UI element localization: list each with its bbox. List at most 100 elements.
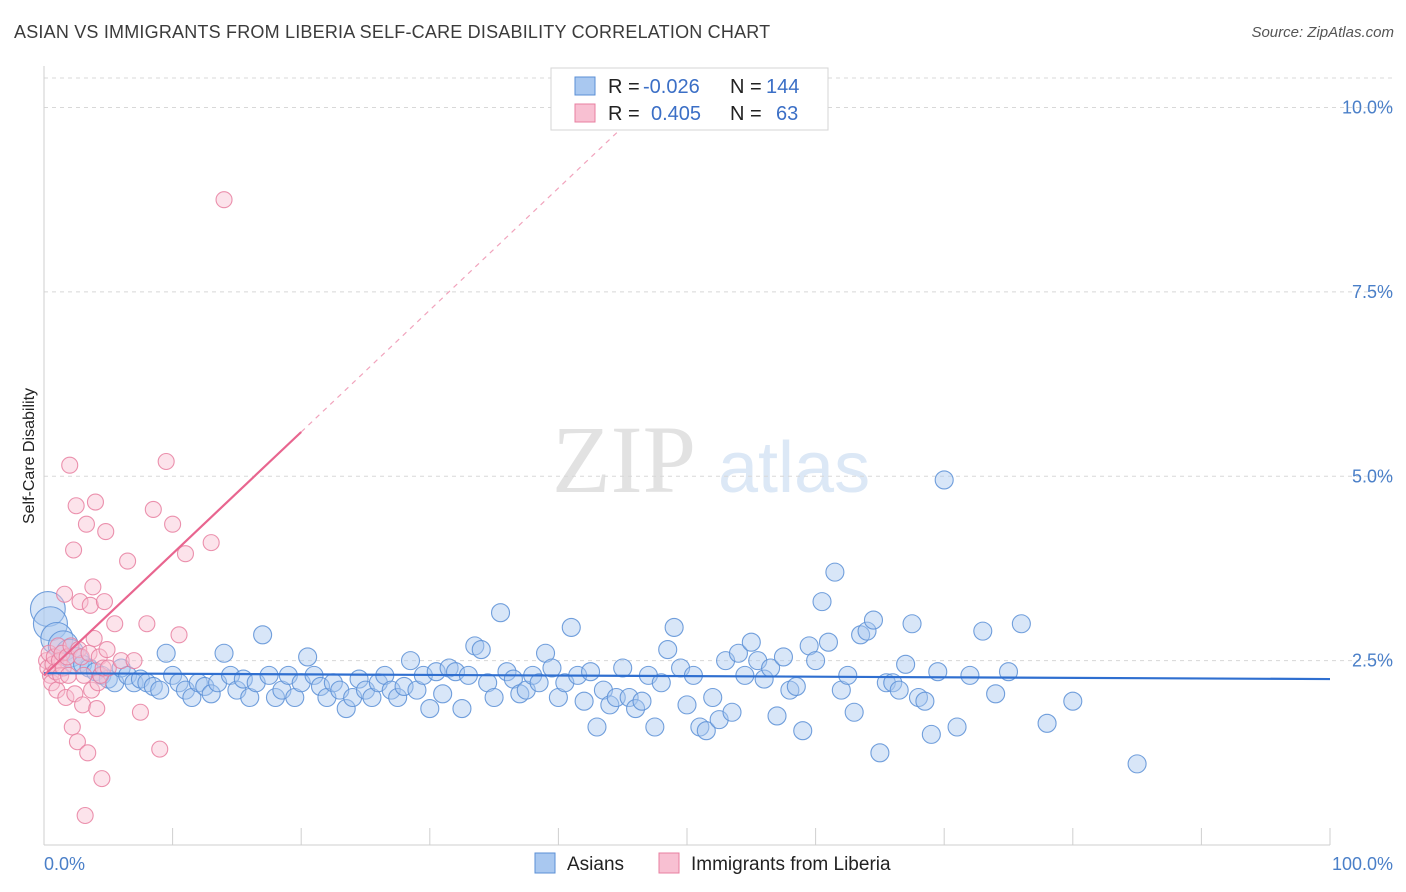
liberia-point-53 xyxy=(131,703,149,721)
asian-point-68 xyxy=(471,640,491,660)
asian-point-103 xyxy=(696,721,716,741)
asian-point-141 xyxy=(947,717,967,737)
asian-point-86 xyxy=(587,717,607,737)
asian-point-85 xyxy=(580,662,601,682)
legend-n-label-1: N = xyxy=(730,76,762,98)
asian-point-97 xyxy=(658,640,678,660)
asian-point-115 xyxy=(773,647,794,667)
liberia-point-54 xyxy=(138,615,156,633)
watermark-atlas: atlas xyxy=(718,428,870,508)
asian-point-63 xyxy=(439,658,459,678)
asian-point-77 xyxy=(529,673,549,693)
liberia-point-57 xyxy=(157,452,175,471)
liberia-point-49 xyxy=(106,615,124,633)
legend-r-label-2: R = xyxy=(608,103,640,125)
asian-point-126 xyxy=(844,702,864,722)
liberia-point-30 xyxy=(76,806,94,825)
asian-point-123 xyxy=(825,562,845,582)
asian-point-133 xyxy=(889,680,909,700)
liberia-point-28 xyxy=(74,696,92,714)
x-axis-max-label: 100.0% xyxy=(1332,854,1393,874)
asian-point-136 xyxy=(908,687,929,708)
liberia-point-56 xyxy=(151,740,169,758)
asian-point-84 xyxy=(574,691,594,711)
asian-point-67 xyxy=(465,636,485,656)
asian-point-36 xyxy=(265,687,286,708)
y-tick-label-7.5: 7.5% xyxy=(1352,282,1393,302)
liberia-point-59 xyxy=(170,626,188,644)
bottom-legend-swatch-liberia xyxy=(658,852,680,874)
asian-point-70 xyxy=(484,687,504,708)
asian-point-71 xyxy=(490,603,511,623)
asian-point-110 xyxy=(741,632,761,652)
liberia-point-51 xyxy=(119,552,137,570)
asian-point-146 xyxy=(1011,614,1031,634)
asian-point-129 xyxy=(863,610,884,630)
asian-point-54 xyxy=(381,680,401,700)
asian-point-65 xyxy=(452,699,472,719)
chart-title: ASIAN VS IMMIGRANTS FROM LIBERIA SELF-CA… xyxy=(14,22,771,42)
asian-point-121 xyxy=(812,592,832,612)
y-tick-label-10: 10.0% xyxy=(1342,98,1393,118)
liberia-point-61 xyxy=(202,534,220,552)
asian-point-128 xyxy=(857,621,877,641)
asian-point-127 xyxy=(851,625,871,645)
liberia-point-17 xyxy=(59,666,77,684)
liberia-point-50 xyxy=(112,652,130,670)
bottom-legend-swatch-asians xyxy=(534,852,556,874)
asian-point-13 xyxy=(118,665,138,685)
liberia-point-39 xyxy=(88,700,106,718)
asian-point-149 xyxy=(1127,754,1147,774)
asian-point-138 xyxy=(921,724,941,744)
correlation-legend: R = -0.026 N = 144 R = 0.405 N = 63 xyxy=(550,67,829,131)
liberia-point-21 xyxy=(65,541,83,559)
asian-point-91 xyxy=(619,687,639,708)
asian-point-118 xyxy=(793,721,813,741)
asian-point-57 xyxy=(400,651,421,671)
liberia-trend-line xyxy=(43,431,302,677)
asian-point-26 xyxy=(201,684,221,704)
liberia-point-38 xyxy=(86,493,104,511)
y-axis-title: Self-Care Disability xyxy=(21,388,38,524)
asian-point-47 xyxy=(336,699,356,719)
asian-point-56 xyxy=(394,676,414,696)
asian-point-60 xyxy=(420,699,440,719)
asian-point-64 xyxy=(445,662,466,682)
asian-point-112 xyxy=(754,669,774,689)
liberia-point-37 xyxy=(85,629,103,648)
asian-point-0 xyxy=(29,591,66,627)
legend-swatch-liberia xyxy=(574,103,596,123)
asian-point-100 xyxy=(677,695,697,715)
asian-point-142 xyxy=(960,665,980,685)
liberia-points xyxy=(38,191,233,825)
asian-point-62 xyxy=(433,684,453,704)
asian-point-104 xyxy=(703,687,723,708)
liberia-point-14 xyxy=(56,585,74,603)
asian-point-102 xyxy=(690,717,710,737)
liberia-point-24 xyxy=(68,733,86,751)
trend-lines xyxy=(43,114,1331,681)
legend-swatch-asians xyxy=(574,76,596,96)
asian-point-74 xyxy=(510,684,530,704)
legend-n-label-2: N = xyxy=(730,103,762,125)
asian-point-120 xyxy=(806,651,826,671)
asian-point-96 xyxy=(651,673,671,693)
liberia-point-20 xyxy=(63,718,81,736)
liberia-point-45 xyxy=(95,593,113,611)
liberia-point-55 xyxy=(144,500,162,518)
asian-point-41 xyxy=(298,647,318,667)
liberia-point-15 xyxy=(57,688,75,707)
asian-point-135 xyxy=(902,614,922,634)
liberia-point-44 xyxy=(94,659,112,677)
asian-point-137 xyxy=(915,691,935,711)
liberia-point-29 xyxy=(75,666,93,684)
liberia-point-60 xyxy=(176,545,195,563)
asian-point-116 xyxy=(780,680,800,700)
asian-point-93 xyxy=(632,691,652,711)
liberia-point-47 xyxy=(98,641,116,659)
bottom-legend-liberia: Immigrants from Liberia xyxy=(691,854,891,875)
asian-point-90 xyxy=(613,658,633,678)
asian-point-148 xyxy=(1063,691,1083,711)
asian-point-114 xyxy=(767,706,787,726)
